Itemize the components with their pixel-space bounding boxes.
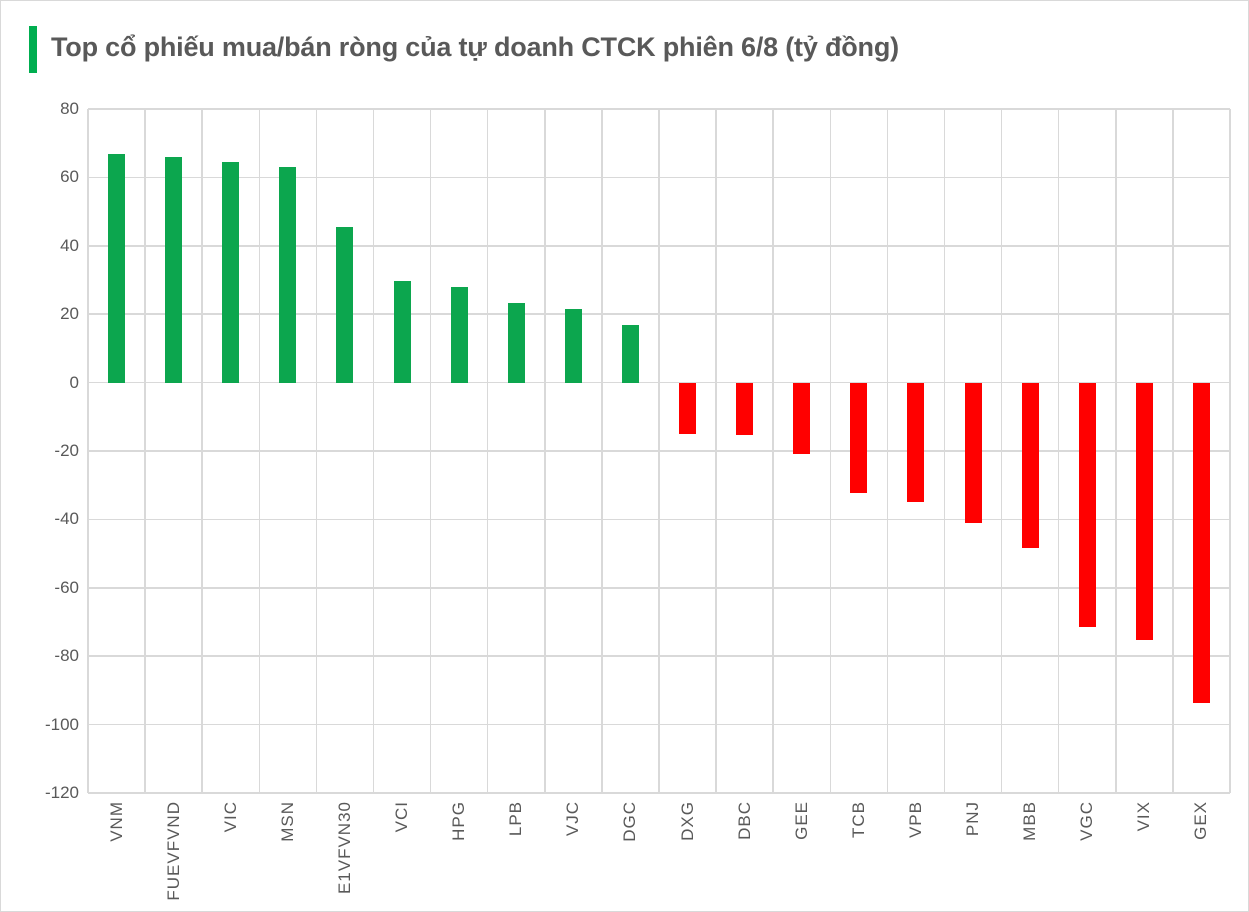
x-tick-label: TCB — [848, 801, 868, 838]
y-tick-label: -100 — [44, 714, 79, 734]
vertical-gridline — [87, 109, 89, 793]
vertical-gridline — [1000, 109, 1003, 793]
bar-positive — [222, 162, 240, 383]
x-tick-label: VCI — [392, 801, 412, 833]
bar-negative — [1078, 382, 1096, 628]
horizontal-gridline — [88, 792, 1230, 794]
y-tick-label: 40 — [60, 235, 79, 255]
bar-negative — [1021, 382, 1039, 549]
vertical-gridline — [429, 109, 432, 793]
x-tick-label: LPB — [506, 801, 526, 837]
vertical-gridline — [144, 109, 146, 793]
vertical-gridline — [201, 109, 203, 793]
x-tick-label: DXG — [677, 801, 697, 841]
vertical-gridline — [258, 109, 261, 793]
vertical-gridline — [1172, 109, 1174, 793]
bar-positive — [621, 325, 639, 383]
vertical-gridline — [715, 109, 717, 793]
x-tick-label: VIX — [1134, 801, 1154, 832]
y-tick-label: -20 — [54, 441, 79, 460]
y-tick-label: 60 — [60, 167, 79, 187]
x-tick-label: VGC — [1077, 801, 1097, 841]
x-tick-label: DGC — [620, 801, 640, 842]
bar-positive — [393, 280, 411, 383]
bar-negative — [850, 382, 868, 494]
title-accent-bar — [29, 26, 37, 73]
vertical-gridline — [886, 109, 889, 793]
vertical-gridline — [486, 109, 489, 793]
bar-positive — [564, 309, 582, 383]
y-tick-label: -80 — [54, 646, 79, 666]
x-tick-label: VPB — [905, 801, 925, 839]
vertical-gridline — [658, 109, 660, 793]
vertical-gridline — [372, 109, 375, 793]
x-tick-label: VIC — [220, 801, 240, 833]
y-tick-label: -60 — [54, 577, 79, 597]
x-tick-label: MSN — [277, 801, 297, 842]
bar-negative — [964, 382, 982, 524]
y-tick-label: -40 — [54, 509, 79, 529]
bar-positive — [507, 302, 525, 383]
x-tick-label: GEX — [1191, 801, 1211, 840]
y-tick-label: -120 — [44, 783, 79, 802]
x-tick-label: VJC — [563, 801, 583, 837]
y-tick-label: 20 — [60, 304, 79, 324]
bar-negative — [1135, 382, 1153, 641]
bar-positive — [279, 167, 297, 383]
x-tick-label: MBB — [1020, 801, 1040, 841]
bar-negative — [679, 382, 697, 434]
vertical-gridline — [1115, 109, 1117, 793]
bar-positive — [108, 154, 126, 383]
vertical-gridline — [315, 109, 318, 793]
bar-positive — [165, 156, 183, 383]
x-tick-label: GEE — [791, 801, 811, 840]
vertical-gridline — [772, 109, 774, 793]
bar-positive — [336, 226, 354, 383]
vertical-gridline — [1229, 109, 1231, 793]
x-tick-label: E1VFVN30 — [334, 801, 354, 895]
bar-negative — [793, 382, 811, 454]
chart-title: Top cổ phiếu mua/bán ròng của tự doanh C… — [51, 32, 899, 62]
x-tick-label: PNJ — [963, 801, 983, 837]
vertical-gridline — [1057, 109, 1060, 793]
y-tick-label: 80 — [60, 99, 79, 118]
x-tick-label: FUEVFVND — [163, 801, 183, 901]
bar-negative — [736, 382, 754, 436]
vertical-gridline — [829, 109, 832, 793]
bar-negative — [1192, 382, 1210, 704]
x-tick-label: HPG — [449, 801, 469, 841]
y-tick-label: 0 — [69, 372, 79, 392]
bar-negative — [907, 382, 925, 502]
x-tick-label: DBC — [734, 801, 754, 840]
bar-positive — [450, 287, 468, 383]
x-tick-label: VNM — [106, 801, 126, 842]
vertical-gridline — [943, 109, 946, 793]
vertical-gridline — [544, 109, 546, 793]
vertical-gridline — [601, 109, 603, 793]
